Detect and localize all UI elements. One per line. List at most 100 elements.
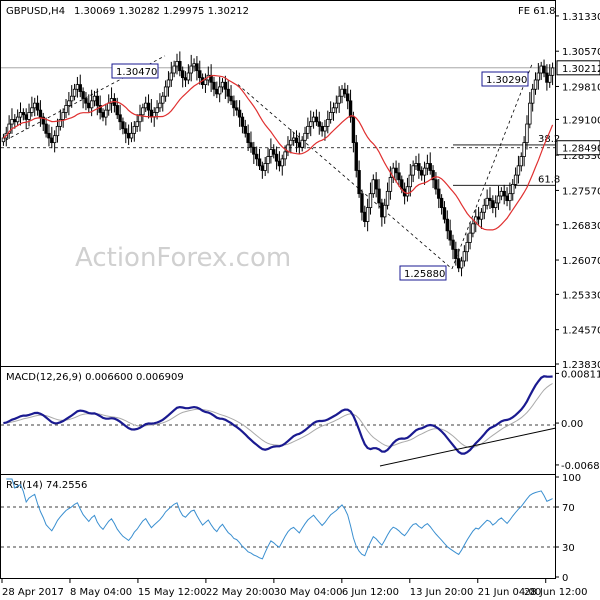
high-callout-text: 1.30470 — [116, 67, 157, 78]
candle-body — [52, 135, 57, 144]
low-callout-box — [399, 265, 447, 281]
price-tick-label: 1.24570 — [562, 326, 600, 337]
candle-body — [528, 102, 532, 125]
candle-body — [291, 137, 296, 141]
candle-body — [476, 216, 481, 220]
candle-body — [252, 146, 256, 155]
candle-body — [64, 105, 68, 113]
candle-body — [58, 119, 63, 127]
candle-body — [87, 102, 91, 109]
candle-body — [462, 251, 467, 262]
candle-body — [84, 98, 88, 104]
candle-body — [408, 174, 413, 188]
price-tick-label: 1.29810 — [562, 82, 600, 93]
candle-body — [235, 107, 239, 111]
low-callout-text: 1.25880 — [404, 269, 445, 280]
candle-body — [411, 165, 415, 176]
candle-body — [217, 86, 222, 95]
candle-body — [38, 109, 43, 118]
candle-body — [431, 170, 435, 181]
candle-body — [380, 202, 384, 218]
candle-body — [180, 70, 185, 79]
candle-body — [471, 223, 475, 234]
candle-body — [513, 174, 518, 185]
candle-body — [314, 116, 319, 123]
macd-tick-label: 0.008118 — [561, 369, 600, 380]
candle-body — [365, 207, 370, 222]
candle-body — [348, 100, 353, 118]
candle-body — [89, 100, 94, 109]
candle-body — [385, 190, 390, 206]
candle-body — [437, 188, 441, 199]
price-tick-label: 1.29100 — [562, 115, 600, 126]
candle-body — [15, 116, 20, 123]
recent-high-callout-box — [481, 71, 529, 87]
candle-body — [405, 186, 410, 197]
macd-tick-label: 0.00 — [561, 419, 583, 430]
candle-body — [212, 81, 216, 90]
moving-average-line — [3, 74, 554, 231]
candle-body — [294, 137, 299, 144]
candle-body — [425, 163, 430, 169]
candle-body — [232, 100, 236, 109]
candle-body — [35, 102, 40, 111]
candle-body — [479, 211, 484, 220]
candle-body — [530, 88, 535, 104]
candle-body — [195, 63, 199, 72]
candle-body — [422, 167, 427, 176]
candle-body — [439, 197, 444, 208]
candle-body — [72, 88, 77, 97]
candle-body — [351, 116, 356, 144]
candle-body — [542, 65, 546, 74]
level-price-tag-box — [556, 140, 600, 156]
candle-body — [419, 170, 424, 176]
ohlc-values: 1.30069 1.30282 1.29975 1.30212 — [74, 6, 249, 17]
candle-body — [323, 125, 327, 132]
candle-body — [138, 114, 142, 123]
candle-body — [482, 204, 486, 213]
candle-body — [129, 132, 134, 139]
high-callout-box — [111, 63, 159, 79]
rsi-tick-label: 30 — [562, 543, 575, 554]
candle-body — [240, 116, 245, 127]
candle-body — [326, 119, 330, 127]
candle-body — [459, 260, 464, 269]
candle-body — [428, 163, 432, 171]
candle-body — [249, 142, 253, 148]
candle-body — [374, 179, 378, 190]
candle-body — [451, 239, 455, 250]
price-tick-label: 1.23830 — [562, 360, 600, 371]
rsi-tick-label: 0 — [562, 573, 568, 584]
candle-body — [511, 183, 515, 195]
candle-body — [175, 61, 179, 67]
time-tick-label: 21 Jun 04:00 — [478, 587, 542, 598]
candle-body — [283, 151, 287, 160]
candle-body — [442, 207, 447, 220]
candle-body — [67, 100, 71, 106]
candle-body — [243, 125, 247, 134]
chart-title: GBPUSD,H4 — [6, 6, 65, 17]
candle-body — [95, 95, 100, 106]
fe-label: FE 61.8 — [518, 6, 556, 17]
candle-body — [533, 79, 538, 90]
candle-body — [519, 156, 523, 167]
candle-body — [334, 102, 339, 109]
candle-body — [309, 121, 313, 127]
time-tick-label: 13 Jun 20:00 — [410, 587, 474, 598]
candle-body — [277, 160, 282, 167]
recent-high-callout-text: 1.30290 — [486, 75, 527, 86]
level-price-tag-text: 1.28490 — [562, 144, 600, 155]
rsi-axis: 100 70 30 0 — [555, 473, 581, 584]
candle-body — [10, 119, 14, 125]
candle-body — [27, 112, 31, 120]
candle-body — [368, 193, 373, 208]
candle-body — [545, 72, 549, 83]
candle-body — [548, 74, 552, 83]
candle-body — [465, 242, 469, 253]
candle-body — [223, 81, 228, 90]
fib-618-label: 61.8 — [538, 174, 560, 185]
price-tick-label: 1.27570 — [562, 186, 600, 197]
candle-body — [21, 112, 26, 116]
